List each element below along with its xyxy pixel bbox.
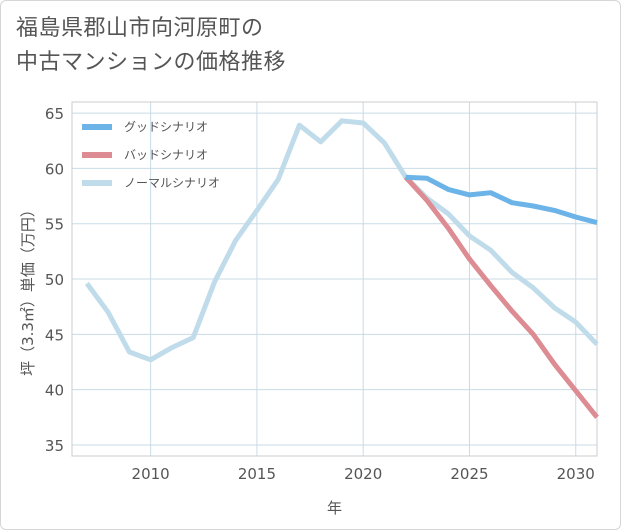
legend-label: バッドシナリオ [124, 148, 208, 162]
x-tick-labels: 2010 2015 2020 2025 2030 [132, 465, 595, 483]
series-line-2 [84, 118, 599, 363]
x-tick-label: 2030 [557, 465, 595, 483]
y-axis-label: 坪（3.3㎡）単価（万円） [19, 202, 37, 376]
y-tick-label: 50 [45, 271, 64, 289]
series-line-1 [403, 175, 599, 419]
legend-label: ノーマルシナリオ [124, 176, 220, 190]
y-tick-label: 45 [45, 326, 64, 344]
series-lines [84, 118, 599, 419]
legend-label: グッドシナリオ [124, 120, 208, 134]
x-tick-label: 2020 [344, 465, 382, 483]
y-tick-label: 65 [45, 105, 64, 123]
x-tick-label: 2010 [132, 465, 170, 483]
chart-title-line-1: 福島県郡山市向河原町の [16, 16, 264, 41]
x-tick-label: 2015 [238, 465, 276, 483]
y-tick-label: 35 [45, 437, 64, 455]
chart-title-line-2: 中古マンションの価格推移 [16, 50, 287, 75]
y-tick-label: 55 [45, 216, 64, 234]
series-line-0 [405, 174, 598, 226]
chart-title: 福島県郡山市向河原町の 中古マンションの価格推移 [16, 12, 286, 80]
y-tick-label: 40 [45, 382, 64, 400]
plot-border [71, 101, 598, 457]
x-axis-label: 年 [327, 499, 342, 517]
grid-lines [72, 102, 597, 456]
y-tick-label: 60 [45, 160, 64, 178]
x-tick-label: 2025 [450, 465, 488, 483]
y-tick-labels: 35 40 45 50 55 60 65 [45, 105, 64, 455]
